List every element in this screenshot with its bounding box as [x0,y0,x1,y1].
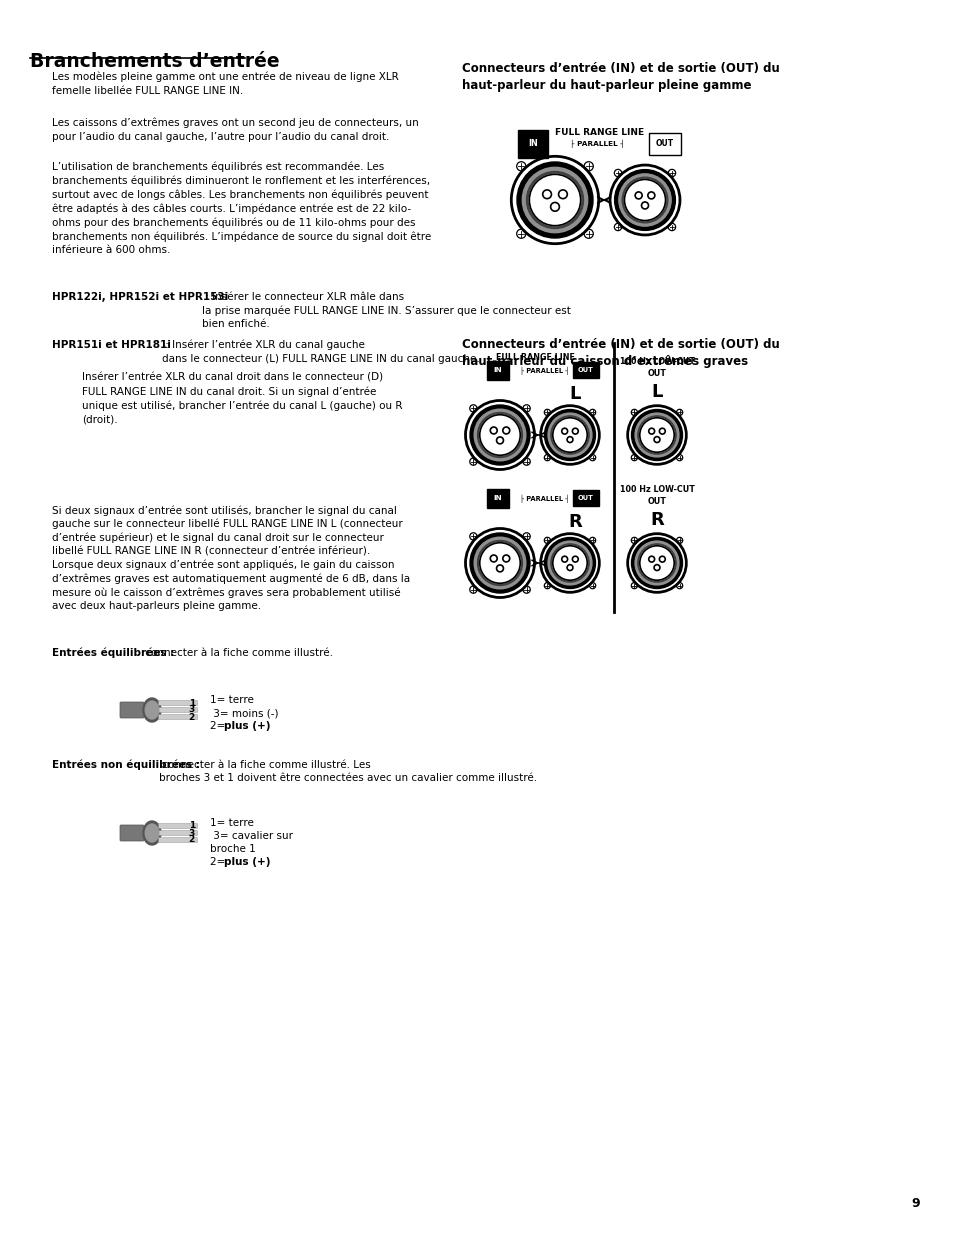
Text: HPR151i et HPR181i: HPR151i et HPR181i [52,340,171,350]
Text: IN: IN [528,140,537,148]
Text: IN: IN [493,495,502,501]
Text: 1: 1 [189,821,194,830]
Text: Entrées non équilibrées :: Entrées non équilibrées : [52,760,200,771]
Ellipse shape [145,824,158,842]
Text: HPR122i, HPR152i et HPR153i: HPR122i, HPR152i et HPR153i [52,291,228,303]
Ellipse shape [143,821,161,845]
Ellipse shape [544,537,595,589]
Text: 3: 3 [189,705,194,715]
Ellipse shape [474,409,525,461]
Text: 100 Hz LOW-CUT: 100 Hz LOW-CUT [618,357,694,366]
Text: 100 Hz LOW-CUT: 100 Hz LOW-CUT [618,485,694,494]
Text: Connecteurs d’entrée (IN) et de sortie (OUT) du
haut-parleur du haut-parleur ple: Connecteurs d’entrée (IN) et de sortie (… [461,62,779,91]
Ellipse shape [479,542,519,583]
Ellipse shape [638,543,676,582]
Ellipse shape [143,698,161,722]
Ellipse shape [624,179,665,221]
Text: 1= terre: 1= terre [210,818,253,827]
Text: Insérer l’entrée XLR du canal droit dans le connecteur (D)
FULL RANGE LINE IN du: Insérer l’entrée XLR du canal droit dans… [82,373,402,424]
Ellipse shape [552,417,587,452]
FancyBboxPatch shape [120,825,144,841]
Ellipse shape [479,415,519,456]
Text: Les modèles pleine gamme ont une entrée de niveau de ligne XLR
femelle libellée : Les modèles pleine gamme ont une entrée … [52,72,398,95]
Ellipse shape [477,541,522,585]
Ellipse shape [631,537,681,589]
FancyBboxPatch shape [120,701,144,718]
FancyBboxPatch shape [158,700,197,705]
Text: : Insérer le connecteur XLR mâle dans
la prise marquée FULL RANGE LINE IN. S’ass: : Insérer le connecteur XLR mâle dans la… [202,291,570,329]
Ellipse shape [517,162,593,238]
Ellipse shape [544,410,595,461]
Ellipse shape [618,174,671,226]
Ellipse shape [635,541,679,585]
Text: OUT: OUT [647,496,666,506]
FancyBboxPatch shape [158,830,197,836]
Ellipse shape [522,167,587,232]
Text: R: R [649,511,663,529]
Text: FULL RANGE LINE: FULL RANGE LINE [495,353,574,362]
FancyBboxPatch shape [158,837,197,842]
Ellipse shape [635,412,679,457]
Text: 9: 9 [910,1197,919,1210]
Text: plus (+): plus (+) [224,721,271,731]
Text: 3= moins (-): 3= moins (-) [210,708,278,718]
Text: Connecteurs d’entrée (IN) et de sortie (OUT) du
haut-parleur du caisson d’extrêm: Connecteurs d’entrée (IN) et de sortie (… [461,338,779,368]
Text: Si deux signaux d’entrée sont utilisés, brancher le signal du canal
gauche sur l: Si deux signaux d’entrée sont utilisés, … [52,505,410,611]
Ellipse shape [638,416,676,454]
Text: FULL RANGE LINE: FULL RANGE LINE [555,128,644,137]
Text: R: R [568,513,581,531]
Text: Entrées équilibrées :: Entrées équilibrées : [52,648,174,658]
Text: ├ PARALLEL ┤: ├ PARALLEL ┤ [519,367,569,375]
Ellipse shape [145,701,158,719]
FancyBboxPatch shape [158,824,197,829]
Ellipse shape [631,410,681,461]
Text: OUT: OUT [578,495,594,501]
Text: plus (+): plus (+) [224,857,271,867]
Text: 2: 2 [189,713,194,721]
Text: 3: 3 [189,829,194,837]
Ellipse shape [477,412,522,457]
Text: L: L [651,383,662,401]
Text: L’utilisation de branchements équilibrés est recommandée. Les
branchements équil: L’utilisation de branchements équilibrés… [52,162,431,256]
Ellipse shape [470,534,530,593]
Text: OUT: OUT [656,140,674,148]
Text: : Insérer l’entrée XLR du canal gauche
dans le connecteur (L) FULL RANGE LINE IN: : Insérer l’entrée XLR du canal gauche d… [162,340,479,363]
Text: Branchements d’entrée: Branchements d’entrée [30,52,279,70]
Text: connecter à la fiche comme illustré.: connecter à la fiche comme illustré. [142,648,333,658]
Ellipse shape [550,543,589,582]
Text: connecter à la fiche comme illustré. Les
broches 3 et 1 doivent être connectées : connecter à la fiche comme illustré. Les… [159,760,537,783]
Text: OUT: OUT [647,369,666,378]
Ellipse shape [639,546,674,580]
FancyBboxPatch shape [158,715,197,720]
Ellipse shape [529,174,580,226]
Ellipse shape [621,177,667,222]
FancyBboxPatch shape [158,708,197,713]
Ellipse shape [474,537,525,589]
Ellipse shape [550,416,589,454]
Text: 1: 1 [189,699,194,708]
Text: L: L [569,385,580,403]
Text: broche 1: broche 1 [210,844,255,853]
Ellipse shape [639,417,674,452]
Text: 2: 2 [189,836,194,845]
Text: OUT: OUT [578,367,594,373]
Ellipse shape [547,412,591,457]
Text: 1= terre: 1= terre [210,695,253,705]
Text: 2=: 2= [210,857,229,867]
Ellipse shape [547,541,591,585]
Text: 2=: 2= [210,721,229,731]
Ellipse shape [526,172,583,228]
Ellipse shape [470,405,530,466]
Ellipse shape [614,169,675,231]
Text: ├ PARALLEL ┤: ├ PARALLEL ┤ [569,140,624,148]
Text: ├ PARALLEL ┤: ├ PARALLEL ┤ [519,495,569,504]
Text: IN: IN [493,367,502,373]
Text: Les caissons d’extrêmes graves ont un second jeu de connecteurs, un
pour l’audio: Les caissons d’extrêmes graves ont un se… [52,119,418,142]
Ellipse shape [552,546,587,580]
Text: 3= cavalier sur: 3= cavalier sur [210,831,293,841]
